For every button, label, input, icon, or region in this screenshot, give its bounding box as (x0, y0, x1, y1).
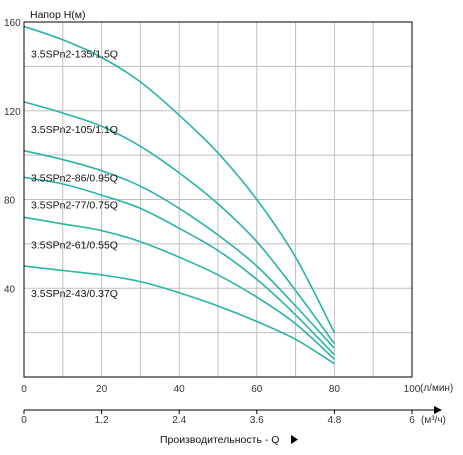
x-tick-label: 40 (174, 384, 186, 395)
series-label: 3.5SPn2-86/0.95Q (31, 173, 118, 185)
series-line (23, 101, 336, 345)
y-tick-label: 160 (4, 18, 21, 29)
x-axis-title: Производительность - Q (160, 434, 279, 446)
series-line (23, 176, 335, 356)
x-tick-label: 80 (329, 384, 341, 395)
series-labels: 3.5SPn2-135/1.5Q 3.5SPn2-105/1.1Q 3.5SPn2-… (31, 48, 118, 300)
series-line (23, 149, 335, 349)
plot-frame (23, 21, 413, 378)
series-line (23, 265, 335, 365)
x-tick-label: 0 (21, 384, 27, 395)
x-tick-label: 100 (404, 384, 421, 395)
y-tick-label: 120 (4, 107, 21, 118)
series-label: 3.5SPn2-43/0.37Q (31, 288, 118, 300)
x-tick-label: 60 (251, 384, 263, 395)
x-unit-label: (л/мин) (420, 383, 453, 394)
x2-tick-label: 2.4 (172, 415, 186, 426)
series-line (23, 216, 335, 360)
x2-tick-label: 6 (409, 415, 415, 426)
y-axis-title: Напор H(м) (30, 9, 86, 21)
series-label: 3.5SPn2-61/0.55Q (31, 239, 118, 251)
x2-tick-label: 3.6 (250, 415, 264, 426)
x-tick-label: 20 (96, 384, 108, 395)
tick-labels: 40 80 120 160 0 20 40 60 80 100 0 1.2 2.4 3.6 4.8 6 (4, 18, 421, 426)
y-tick-label: 40 (4, 284, 16, 295)
series-label: 3.5SPn2-77/0.75Q (31, 199, 118, 211)
x2-axis-arrow (434, 406, 442, 414)
x-axis-title-arrow (291, 435, 298, 444)
x2-tick-label: 4.8 (327, 415, 341, 426)
x2-unit-label: (м³/ч) (421, 415, 446, 426)
series-label: 3.5SPn2-135/1.5Q (31, 48, 118, 60)
curves (23, 25, 336, 365)
series-label: 3.5SPn2-105/1.1Q (31, 124, 118, 136)
series-line (23, 25, 336, 333)
y-tick-label: 80 (4, 196, 16, 207)
x2-tick-label: 1.2 (95, 415, 109, 426)
x2-tick-label: 0 (21, 415, 27, 426)
